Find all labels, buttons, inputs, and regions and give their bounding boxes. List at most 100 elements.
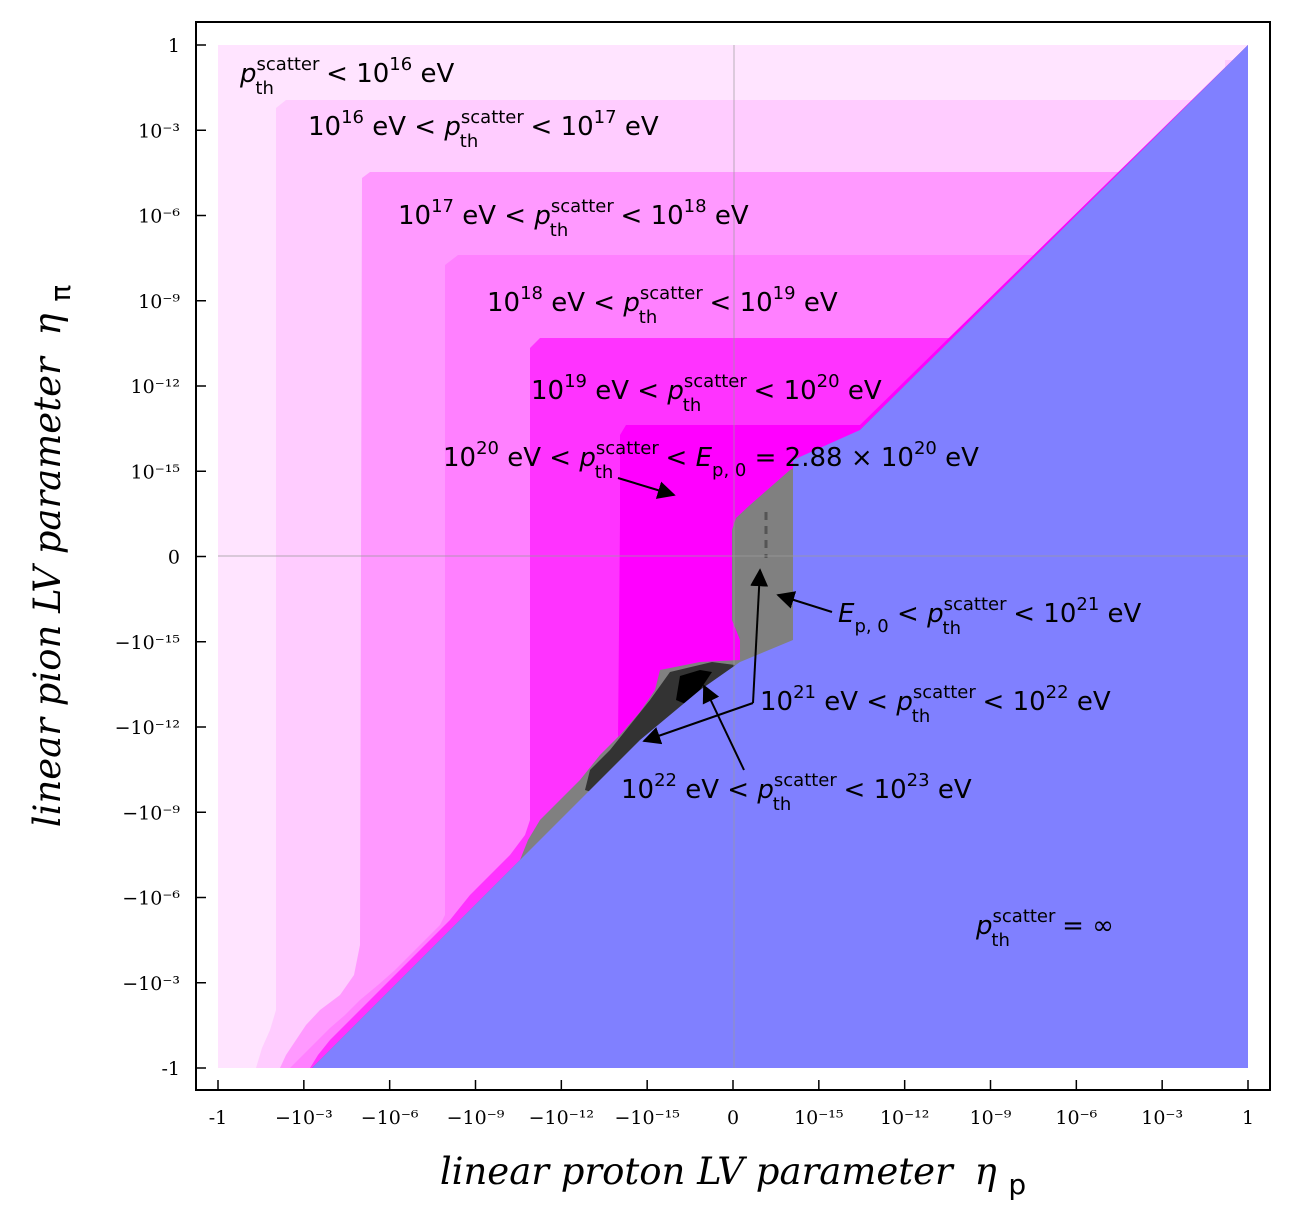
x-tick-label: 1 (1242, 1107, 1254, 1129)
y-tick-label: −10⁻³ (122, 973, 180, 995)
a20-sup: scatter (684, 371, 747, 392)
annotation-20: 1019 eV < pscatter th < 1020 eV (531, 371, 882, 416)
x-tick-label: −10⁻¹² (529, 1107, 594, 1129)
aEp0-post: < (657, 443, 695, 473)
x-axis-label-subscript: p (1008, 1168, 1026, 1201)
annotation-17: 1016 eV < pscatter th < 1017 eV (308, 107, 659, 152)
x-tick-label: 10⁻³ (1141, 1107, 1183, 1129)
a21-tail: eV (1099, 599, 1141, 629)
a22-post: < 10 (974, 687, 1045, 717)
a22-sup: scatter (913, 682, 976, 703)
ainf-post: = ∞ (1054, 911, 1114, 941)
a23-sup: scatter (774, 770, 837, 791)
a18-tail: eV (707, 201, 749, 231)
a16-sub: th (255, 78, 273, 99)
x-tick-label: 10⁻¹⁵ (794, 1107, 843, 1129)
y-tick-label: 10⁻¹² (131, 376, 180, 398)
a20-p: p (666, 376, 684, 406)
x-axis-label-symbol: η (974, 1150, 996, 1193)
x-tick-label: −10⁻⁹ (447, 1107, 505, 1129)
a21-E-sub: p, 0 (854, 616, 888, 637)
a21-p: p (926, 599, 944, 629)
aEp0-p: p (578, 443, 596, 473)
x-tick-label: −10⁻⁶ (361, 1107, 419, 1129)
a19-pre: 10 (487, 288, 520, 318)
aEp0-pre-sup: 20 (476, 438, 499, 459)
a21-post: < 10 (1005, 599, 1076, 629)
x-axis-label: linear proton LV parameter η p (440, 1150, 1026, 1201)
annotation-23: 1022 eV < pscatter th < 1023 eV (621, 770, 972, 815)
a20-mid: eV < (587, 376, 667, 406)
a18-post: < 10 (612, 201, 683, 231)
arrow-22-corner (750, 568, 769, 704)
ainf-sub: th (991, 930, 1009, 951)
a21-E: E (838, 599, 855, 629)
a23-p: p (756, 775, 774, 805)
a21-mid: < (889, 599, 927, 629)
annotation-21: Ep, 0 < pscatter th < 1021 eV (838, 594, 1142, 639)
a19-sub: th (639, 307, 657, 328)
a18-sub: th (550, 220, 568, 241)
annotation-22: 1021 eV < pscatter th < 1022 eV (760, 682, 1111, 727)
a16-post: < 10 (318, 59, 389, 89)
a23-tail: eV (930, 775, 972, 805)
a23-post-sup: 23 (907, 770, 930, 791)
a21-sub: th (943, 618, 961, 639)
a23-pre: 10 (621, 775, 654, 805)
x-tick-label: −10⁻¹⁵ (614, 1107, 679, 1129)
a17-sup: scatter (461, 107, 524, 128)
y-tick-label: −10⁻¹² (115, 717, 180, 739)
a19-post-sup: 19 (773, 283, 796, 304)
x-tick-label: -1 (209, 1107, 228, 1129)
region-rinf (312, 45, 1248, 1068)
a20-post: < 10 (745, 376, 816, 406)
a18-pre-sup: 17 (431, 196, 454, 217)
arrow-21 (776, 591, 833, 613)
y-tick-label: −10⁻¹⁵ (115, 632, 180, 654)
a19-pre-sup: 18 (520, 283, 543, 304)
x-tick-label: −10⁻³ (275, 1107, 333, 1129)
a18-post-sup: 18 (684, 196, 707, 217)
a17-post: < 10 (522, 112, 593, 142)
a19-sup: scatter (640, 283, 703, 304)
a16-sup: scatter (257, 54, 320, 75)
aEp0-pre: 10 (443, 443, 476, 473)
a19-mid: eV < (543, 288, 623, 318)
annotation-inf: pscatter th = ∞ (975, 906, 1114, 951)
aEp0-E-sub: p, 0 (712, 460, 746, 481)
plot-area (218, 45, 1248, 1068)
annotation-18: 1017 eV < pscatter th < 1018 eV (398, 196, 749, 241)
a16-p: p (239, 59, 257, 89)
y-ticks: 1 10⁻³ 10⁻⁶ 10⁻⁹ 10⁻¹² 10⁻¹⁵ 0 −10⁻¹⁵ −10⁻¹² −10⁻… (115, 35, 206, 1080)
y-tick-label: -1 (161, 1058, 180, 1080)
aEp0-tail: eV (937, 443, 979, 473)
a18-sup: scatter (551, 196, 614, 217)
a20-tail: eV (840, 376, 882, 406)
ainf-p: p (975, 911, 993, 941)
a18-pre: 10 (398, 201, 431, 231)
a17-sub: th (460, 131, 478, 152)
a22-mid: eV < (816, 687, 896, 717)
a22-p: p (895, 687, 913, 717)
a17-tail: eV (617, 112, 659, 142)
x-tick-label: 10⁻¹² (880, 1107, 929, 1129)
a17-mid: eV < (364, 112, 444, 142)
arrow-22-left (642, 702, 754, 745)
a18-p: p (533, 201, 551, 231)
y-tick-label: 10⁻¹⁵ (131, 461, 180, 483)
aEp0-eq-sup: 20 (914, 438, 937, 459)
annotation-16: pscatter th < 1016 eV (239, 54, 454, 99)
ainf-sup: scatter (993, 906, 1056, 927)
y-axis-label-text: linear pion LV parameter (26, 355, 69, 827)
a23-mid: eV < (677, 775, 757, 805)
a21-sup: scatter (944, 594, 1007, 615)
a18-mid: eV < (454, 201, 534, 231)
x-tick-label: 10⁻⁶ (1055, 1107, 1097, 1129)
a22-sub: th (912, 706, 930, 727)
annotation-19: 1018 eV < pscatter th < 1019 eV (487, 283, 838, 328)
a20-post-sup: 20 (817, 371, 840, 392)
a20-pre: 10 (531, 376, 564, 406)
x-tick-label: 0 (727, 1107, 739, 1129)
x-ticks: -1 −10⁻³ −10⁻⁶ −10⁻⁹ −10⁻¹² −10⁻¹⁵ 0 10⁻¹⁵ 10⁻¹²… (209, 1080, 1254, 1129)
